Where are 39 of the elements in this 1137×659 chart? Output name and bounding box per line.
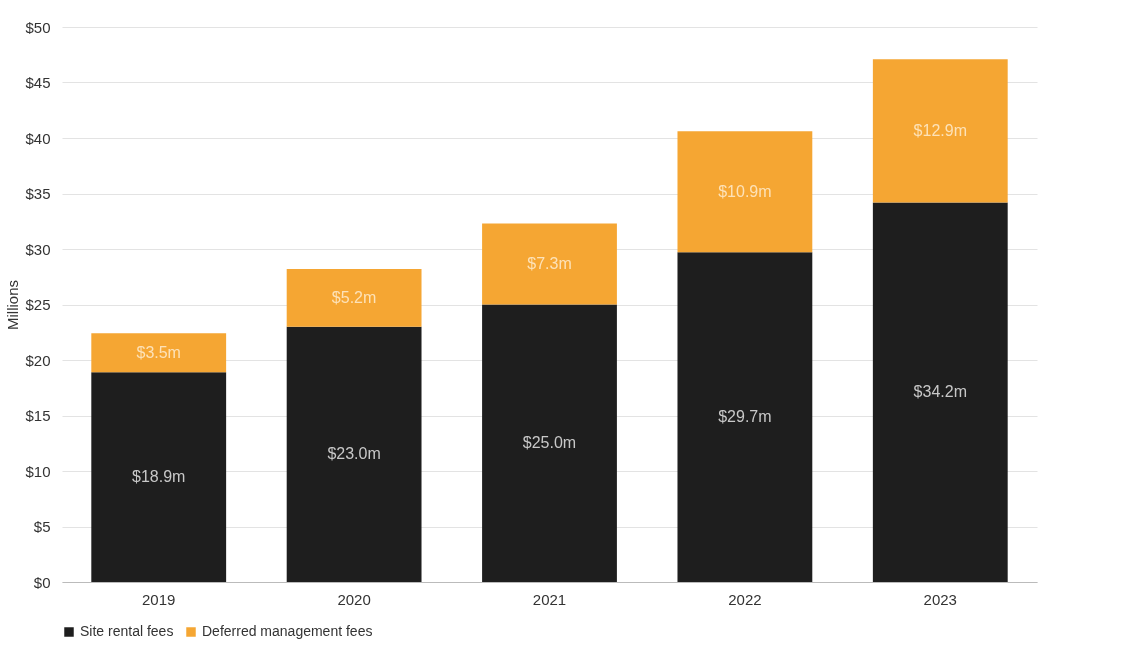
data-label: $34.2m (913, 383, 967, 401)
data-label: $25.0m (522, 434, 577, 452)
y-tick-label: $45 (25, 74, 51, 91)
y-tick-label: $10 (25, 462, 51, 480)
bar (91, 372, 227, 582)
x-tick-label: 2023 (923, 590, 957, 608)
legend-label: Deferred management fees (202, 623, 373, 639)
y-tick-label: $50 (25, 18, 51, 36)
y-tick-label: $5 (33, 518, 51, 535)
y-tick-label: $35 (25, 185, 51, 202)
bar (286, 268, 422, 327)
bar (91, 333, 227, 373)
data-label: $12.9m (913, 121, 967, 139)
x-tick-label: 2019 (142, 590, 176, 608)
bar (677, 252, 813, 582)
y-tick-label: $40 (25, 129, 51, 147)
data-label: $7.3m (527, 254, 572, 272)
bar (872, 59, 1008, 203)
y-tick-label: $0 (33, 573, 51, 591)
data-label: $29.7m (718, 408, 772, 426)
y-tick-label: $30 (25, 240, 51, 258)
data-label: $18.9m (132, 468, 186, 486)
y-tick-label: $20 (25, 351, 51, 369)
data-label: $5.2m (331, 288, 377, 306)
data-label: $10.9m (718, 182, 772, 200)
y-tick-label: $15 (25, 407, 51, 424)
legend-label: Site rental fees (80, 623, 174, 639)
bar (482, 223, 617, 305)
bar (872, 202, 1008, 582)
bar (286, 326, 422, 582)
bar (677, 131, 813, 253)
bar (482, 304, 617, 582)
x-tick-label: 2022 (728, 590, 762, 608)
data-label: $3.5m (136, 343, 181, 361)
x-tick-label: 2021 (532, 590, 567, 608)
x-tick-label: 2020 (337, 590, 371, 608)
y-tick-label: $25 (25, 296, 51, 313)
data-label: $23.0m (327, 445, 381, 463)
y-axis-title: Millions (4, 279, 22, 331)
